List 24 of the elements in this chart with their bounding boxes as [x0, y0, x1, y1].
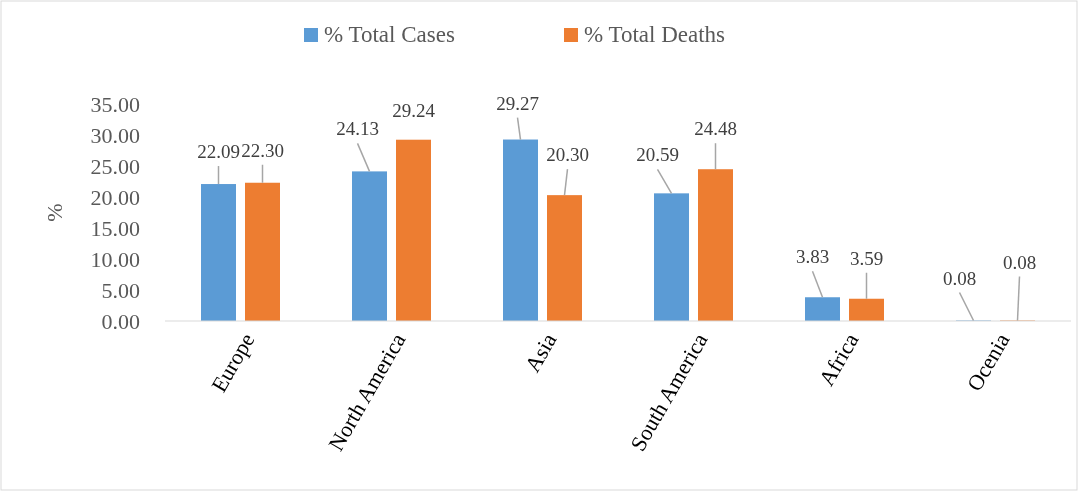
y-tick-label: 35.00: [90, 91, 140, 117]
data-label: 24.13: [336, 118, 379, 140]
data-label: 3.59: [849, 247, 884, 269]
data-label: 20.30: [546, 144, 589, 166]
data-label: 29.27: [496, 92, 539, 114]
y-tick-label: 20.00: [90, 184, 140, 210]
y-tick-label: 5.00: [101, 277, 140, 303]
legend-label: % Total Deaths: [584, 22, 726, 47]
y-axis-title: %: [42, 203, 67, 222]
y-tick-label: 0.00: [101, 308, 140, 334]
x-tick-label: Asia: [519, 328, 562, 377]
legend-label: % Total Cases: [324, 22, 455, 47]
data-label: 22.30: [241, 139, 284, 161]
data-label: 0.08: [942, 267, 977, 289]
data-label: 0.08: [1002, 251, 1037, 273]
data-label: 22.09: [197, 141, 240, 163]
y-tick-label: 30.00: [90, 122, 140, 148]
data-label: 29.24: [392, 99, 436, 121]
data-label: 24.48: [694, 118, 737, 140]
data-label: 20.59: [636, 144, 679, 166]
y-tick-label: 25.00: [90, 153, 140, 179]
y-tick-label: 15.00: [90, 215, 140, 241]
data-label: 3.83: [795, 246, 830, 268]
y-tick-label: 10.00: [90, 246, 140, 272]
